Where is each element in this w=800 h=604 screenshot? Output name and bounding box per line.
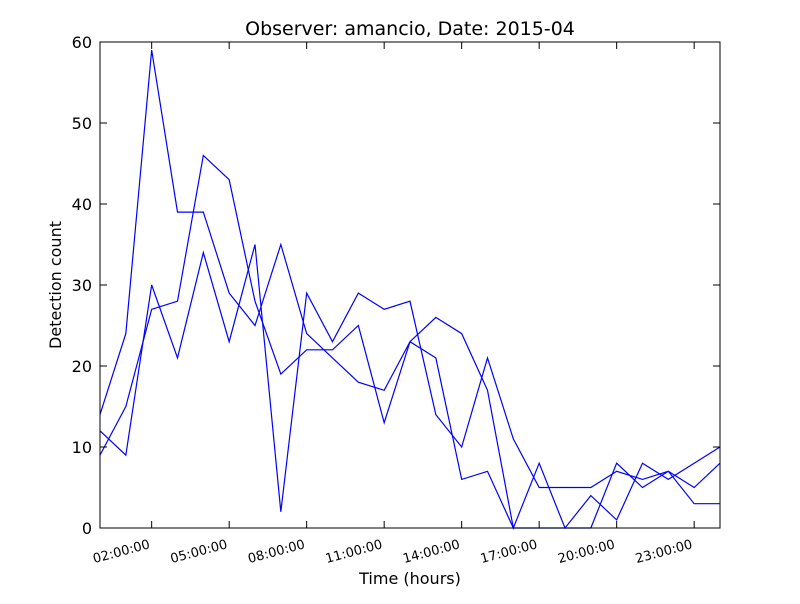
series-line-3 bbox=[99, 244, 721, 512]
axis-layer: 0 10 20 30 40 50 60 02:00:00 05:00:00 08:00:00 11:… bbox=[72, 33, 720, 567]
x-tick-label: 17:00:00 bbox=[479, 537, 539, 567]
y-tick-label: 10 bbox=[72, 438, 92, 457]
x-tick-label: 23:00:00 bbox=[634, 537, 694, 567]
x-tick-label: 05:00:00 bbox=[169, 537, 229, 567]
y-tick-label: 20 bbox=[72, 357, 92, 376]
x-tick-label: 08:00:00 bbox=[246, 537, 306, 567]
chart-title: Observer: amancio, Date: 2015-04 bbox=[245, 18, 575, 40]
y-tick-label: 40 bbox=[72, 195, 92, 214]
plot-frame bbox=[99, 41, 721, 529]
series-layer bbox=[99, 50, 721, 531]
x-tick-label: 11:00:00 bbox=[324, 537, 384, 567]
series-line-2 bbox=[99, 154, 721, 531]
y-tick-label: 60 bbox=[72, 33, 92, 52]
x-axis-label: Time (hours) bbox=[358, 569, 461, 588]
x-tick-label: 14:00:00 bbox=[401, 537, 461, 567]
y-tick-label: 30 bbox=[72, 276, 92, 295]
y-tick-label: 50 bbox=[72, 114, 92, 133]
x-tick-label: 02:00:00 bbox=[91, 537, 151, 567]
y-tick-label: 0 bbox=[82, 519, 92, 538]
y-axis-label: Detection count bbox=[46, 221, 65, 349]
x-tick-label: 20:00:00 bbox=[556, 537, 616, 567]
series-line-1 bbox=[99, 50, 720, 529]
